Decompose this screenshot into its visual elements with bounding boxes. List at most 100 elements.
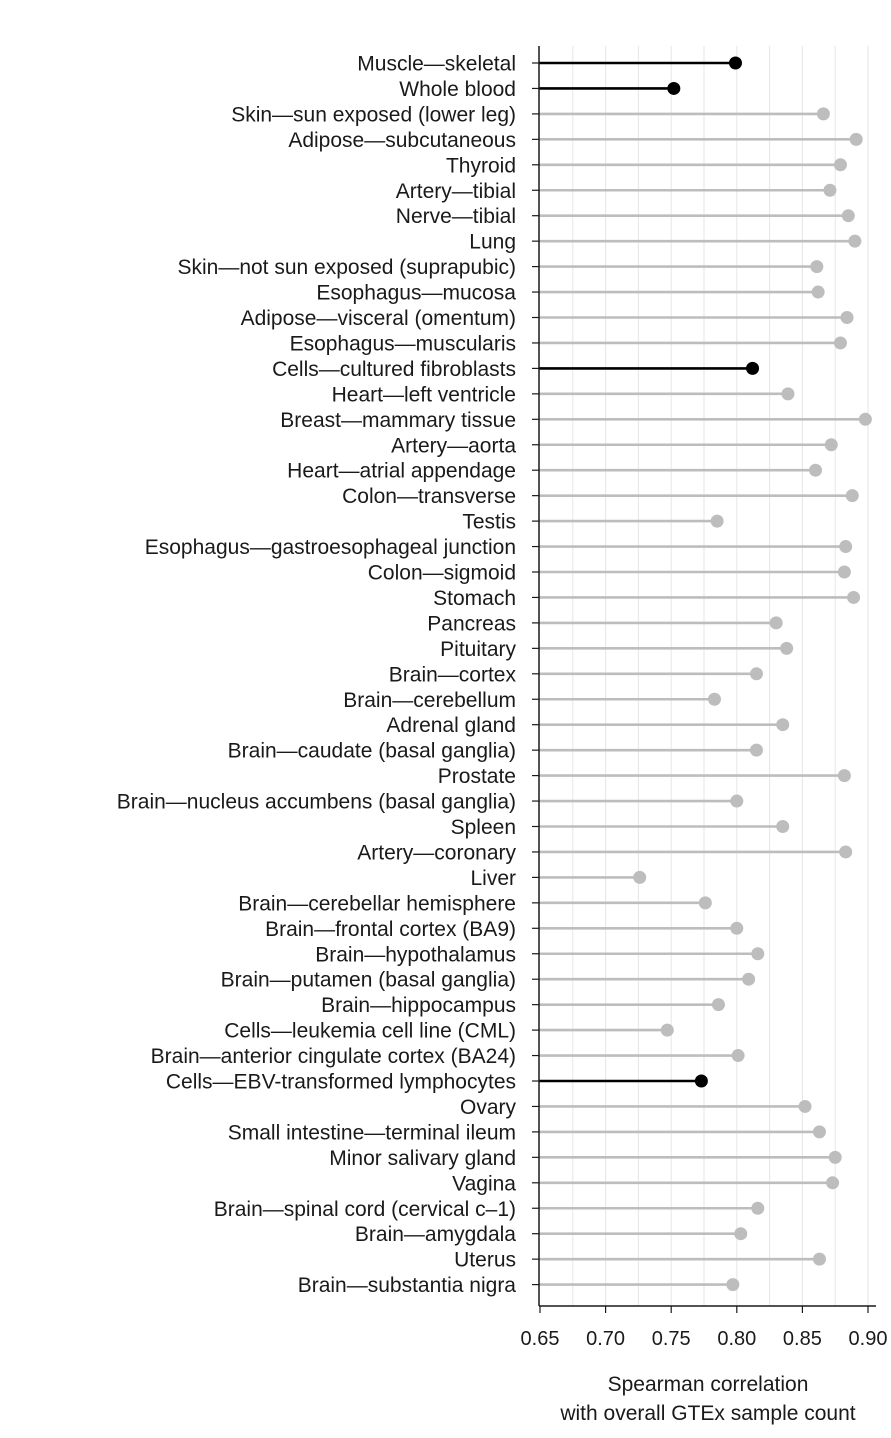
data-dot (816, 107, 830, 121)
category-label: Artery—tibial (396, 180, 516, 203)
data-dot (707, 692, 721, 706)
data-dot (833, 336, 847, 350)
category-label: Adipose—visceral (omentum) (241, 307, 516, 330)
data-dot (845, 489, 859, 503)
data-dot (847, 590, 861, 604)
highlighted-dot (746, 361, 760, 375)
category-label: Adrenal gland (386, 714, 516, 737)
category-label: Pancreas (427, 612, 516, 635)
highlighted-dot (694, 1074, 708, 1088)
data-dot (731, 1049, 745, 1063)
data-dot (730, 794, 744, 808)
data-dot (824, 438, 838, 452)
data-dot (810, 260, 824, 274)
x-tick-label: 0.90 (849, 1328, 888, 1350)
x-axis-title: Spearman correlation with overall GTEx s… (559, 1373, 855, 1425)
category-label: Brain—cortex (389, 663, 517, 686)
data-dot (840, 311, 854, 324)
data-dot (826, 1176, 840, 1190)
data-dot (809, 463, 823, 477)
category-label: Nerve—tibial (396, 205, 516, 228)
category-label: Cells—cultured fibroblasts (272, 358, 516, 381)
category-label: Brain—putamen (basal ganglia) (221, 969, 516, 992)
data-dot (749, 743, 763, 757)
category-label: Stomach (433, 587, 516, 610)
category-label: Esophagus—gastroesophageal junction (145, 536, 516, 559)
category-label: Prostate (438, 765, 516, 788)
data-dot (823, 183, 837, 197)
highlighted-dot (728, 56, 742, 70)
category-label: Uterus (454, 1249, 516, 1272)
category-label: Lung (469, 231, 516, 254)
x-ticks: 0.65 0.70 0.75 0.80 0.85 0.90 (521, 1306, 888, 1350)
gridlines (572, 46, 869, 1306)
data-dot (837, 769, 851, 783)
data-dot (734, 1227, 748, 1241)
category-label: Esophagus—muscularis (290, 332, 516, 355)
category-label: Adipose—subcutaneous (288, 129, 516, 152)
category-label: Heart—atrial appendage (287, 460, 516, 483)
category-label: Esophagus—mucosa (316, 282, 516, 305)
x-axis-title-line-2: with overall GTEx sample count (559, 1402, 855, 1425)
category-label: Cells—EBV-transformed lymphocytes (166, 1071, 516, 1094)
stems (532, 61, 866, 1286)
data-dot (776, 820, 790, 833)
data-dot (839, 540, 853, 554)
category-label: Brain—frontal cortex (BA9) (265, 918, 516, 941)
data-dot (660, 1023, 674, 1037)
data-dot (749, 667, 763, 681)
category-label: Brain—cerebellar hemisphere (238, 892, 516, 915)
category-label: Vagina (452, 1172, 516, 1195)
category-label: Breast—mammary tissue (280, 409, 516, 432)
data-dot (849, 132, 863, 146)
x-axis-title-line-1: Spearman correlation (608, 1373, 809, 1396)
data-dot (833, 158, 847, 172)
data-dot (711, 998, 725, 1012)
category-label: Brain—substantia nigra (298, 1274, 517, 1297)
data-dot (858, 412, 872, 426)
category-label: Spleen (451, 816, 516, 839)
category-label: Skin—not sun exposed (suprapubic) (177, 256, 516, 279)
data-dot (848, 234, 862, 248)
data-dot (730, 921, 744, 935)
x-tick-label: 0.65 (521, 1328, 560, 1350)
category-label: Brain—caudate (basal ganglia) (228, 740, 516, 763)
x-tick-label: 0.80 (717, 1328, 756, 1350)
data-dot (776, 718, 790, 732)
x-tick-label: 0.75 (652, 1328, 691, 1350)
category-label: Minor salivary gland (329, 1147, 516, 1170)
category-label: Brain—hypothalamus (315, 943, 516, 966)
data-dot (698, 896, 712, 910)
category-label: Muscle—skeletal (357, 53, 516, 76)
category-label: Brain—cerebellum (343, 689, 516, 712)
category-label: Ovary (460, 1096, 517, 1119)
category-label: Brain—hippocampus (321, 994, 516, 1017)
category-label: Heart—left ventricle (332, 383, 516, 406)
category-label: Brain—spinal cord (cervical c–1) (214, 1198, 516, 1221)
data-dot (839, 845, 853, 859)
category-label: Brain—anterior cingulate cortex (BA24) (151, 1045, 516, 1068)
data-dot (812, 1252, 826, 1266)
data-dot (751, 1201, 765, 1215)
dots (633, 56, 872, 1292)
category-label: Liver (470, 867, 516, 890)
data-dot (841, 209, 855, 223)
category-label: Small intestine—terminal ileum (228, 1121, 516, 1144)
data-dot (751, 947, 765, 961)
category-label: Brain—nucleus accumbens (basal ganglia) (117, 791, 516, 814)
category-label: Skin—sun exposed (lower leg) (231, 103, 516, 126)
category-label: Pituitary (440, 638, 516, 661)
data-dot (828, 1150, 842, 1164)
category-label: Cells—leukemia cell line (CML) (224, 1020, 516, 1043)
category-label: Brain—amygdala (355, 1223, 516, 1246)
data-dot (726, 1278, 740, 1292)
x-tick-label: 0.70 (586, 1328, 625, 1350)
data-dot (769, 616, 783, 630)
category-label: Artery—aorta (391, 434, 516, 457)
category-label: Colon—transverse (342, 485, 516, 508)
category-label: Thyroid (446, 154, 516, 177)
data-dot (710, 514, 724, 528)
